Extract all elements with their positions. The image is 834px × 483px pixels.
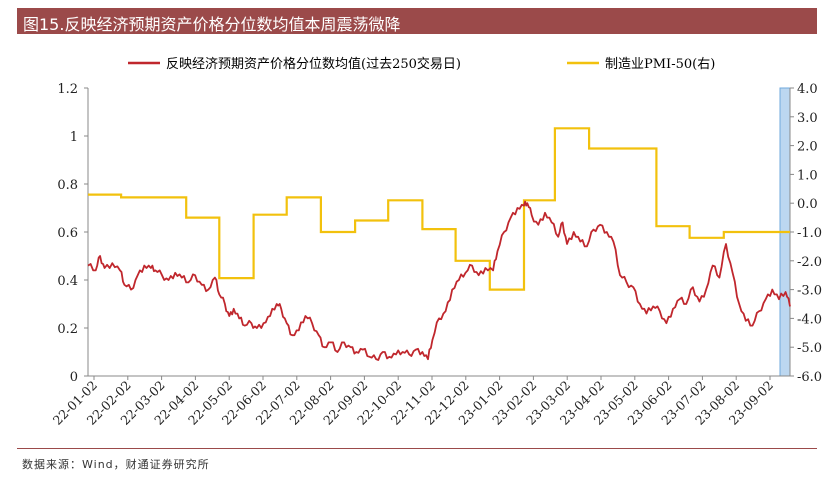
y-right-tick-label: 4.0 [797,82,818,97]
y-left-tick-label: 0.4 [57,274,78,289]
legend-label-series2: 制造业PMI-50(右) [605,57,715,72]
legend-label-series1: 反映经济预期资产价格分位数均值(过去250交易日) [166,56,461,72]
y-right-tick-label: -6.0 [797,370,822,385]
series-layer [87,127,791,361]
y-left-tick-label: 1.2 [57,82,78,97]
y-left-tick-label: 0 [70,370,78,385]
y-right-tick-label: -3.0 [797,284,822,299]
chart-title: 图15.反映经济预期资产价格分位数均值本周震荡微降 [23,15,401,34]
y-right-tick-label: 3.0 [797,111,818,126]
source-note: 数据来源：Wind，财通证券研究所 [22,458,210,471]
y-left-tick-label: 0.8 [57,178,78,193]
y-left-tick-label: 0.2 [57,322,78,337]
y-right-tick-label: 1.0 [797,168,818,183]
title-bar: 图15.反映经济预期资产价格分位数均值本周震荡微降 [17,8,817,34]
divider [17,448,817,449]
y-right-tick-label: -4.0 [797,312,822,327]
series-line-asset-percentile [87,200,791,361]
y-left-tick-label: 0.6 [57,226,78,241]
legend: 反映经济预期资产价格分位数均值(过去250交易日) 制造业PMI-50(右) [128,56,715,72]
chart: 反映经济预期资产价格分位数均值(过去250交易日) 制造业PMI-50(右) 0… [50,56,822,428]
series-line-pmi [88,127,790,291]
axes: 0 0.2 0.4 0.6 0.8 1 1.2 -6.0 -5.0 -4.0 -3.0 -2.0 -1.… [50,82,822,428]
y-right-tick-label: -5.0 [797,341,822,356]
y-right-tick-label: -1.0 [797,226,822,241]
y-left-tick-label: 1 [70,130,78,145]
y-right-tick-label: 0.0 [797,197,818,212]
y-right-tick-label: 2.0 [797,140,818,155]
y-right-tick-label: -2.0 [797,255,822,270]
